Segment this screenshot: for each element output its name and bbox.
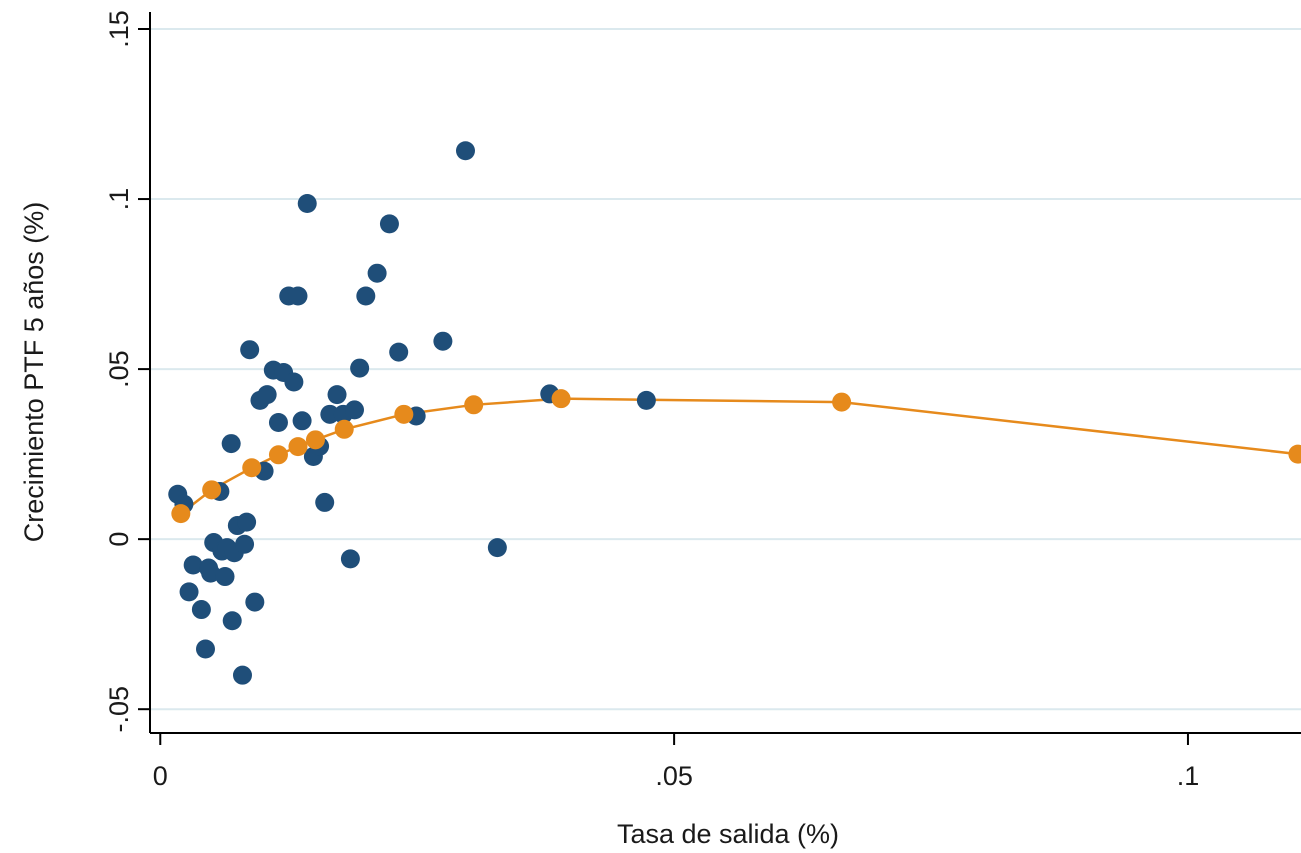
scatter-point xyxy=(350,358,370,378)
fitted-line-point xyxy=(394,404,414,424)
scatter-point xyxy=(268,412,288,432)
fitted-line-point xyxy=(305,430,325,450)
scatter-point xyxy=(237,512,257,532)
y-tick-label: -.05 xyxy=(104,686,134,733)
y-tick-label: .15 xyxy=(104,10,134,48)
fitted-line-point xyxy=(551,389,571,409)
scatter-point xyxy=(345,400,365,420)
scatter-point xyxy=(340,549,360,569)
scatter-point xyxy=(389,342,409,362)
scatter-point xyxy=(327,385,347,405)
scatter-point xyxy=(297,193,317,213)
scatter-point xyxy=(487,538,507,558)
scatter-point xyxy=(284,372,304,392)
scatter-point xyxy=(221,434,241,454)
scatter-point xyxy=(201,563,221,583)
scatter-point xyxy=(367,263,387,283)
y-tick-label: 0 xyxy=(104,532,134,547)
scatter-point xyxy=(292,411,312,431)
axis-ticks: -.05 0 .05 .1 .15 0 .05 .1 xyxy=(104,10,1199,791)
axes xyxy=(149,12,1301,734)
scatter-point xyxy=(636,390,656,410)
scatter-point xyxy=(315,492,335,512)
scatter-point xyxy=(222,611,242,631)
scatter-point xyxy=(235,534,255,554)
scatter-point xyxy=(240,340,260,360)
scatter-point xyxy=(195,639,215,659)
scatter-point xyxy=(179,582,199,602)
x-tick-label: .1 xyxy=(1177,761,1200,791)
y-tick-label: .1 xyxy=(104,188,134,211)
scatter-point xyxy=(356,286,376,306)
scatter-point xyxy=(245,592,265,612)
fitted-line-point xyxy=(832,392,852,412)
fitted-line-markers xyxy=(171,389,1301,524)
fitted-line-point xyxy=(268,445,288,465)
fitted-line-point xyxy=(171,504,191,524)
scatter-point xyxy=(232,665,252,685)
fitted-line-point xyxy=(288,437,308,457)
x-tick-label: .05 xyxy=(655,761,693,791)
scatter-point xyxy=(288,286,308,306)
scatter-point xyxy=(257,385,277,405)
fitted-line-point xyxy=(334,419,354,439)
grid-lines xyxy=(150,28,1301,711)
x-tick-label: 0 xyxy=(153,761,168,791)
scatter-point xyxy=(183,555,203,575)
y-tick-label: .05 xyxy=(104,350,134,388)
fitted-line-point xyxy=(202,480,222,500)
scatter-point xyxy=(455,141,475,161)
scatter-point xyxy=(191,600,211,620)
scatter-point xyxy=(215,567,235,587)
x-axis-title: Tasa de salida (%) xyxy=(617,819,839,849)
scatter-point xyxy=(320,404,340,424)
fitted-line-point xyxy=(464,395,484,415)
fitted-line-point xyxy=(1288,444,1301,464)
fitted-line-point xyxy=(242,458,262,478)
scatter-point xyxy=(433,331,453,351)
scatter-point xyxy=(379,214,399,234)
y-axis-title: Crecimiento PTF 5 años (%) xyxy=(19,202,49,543)
